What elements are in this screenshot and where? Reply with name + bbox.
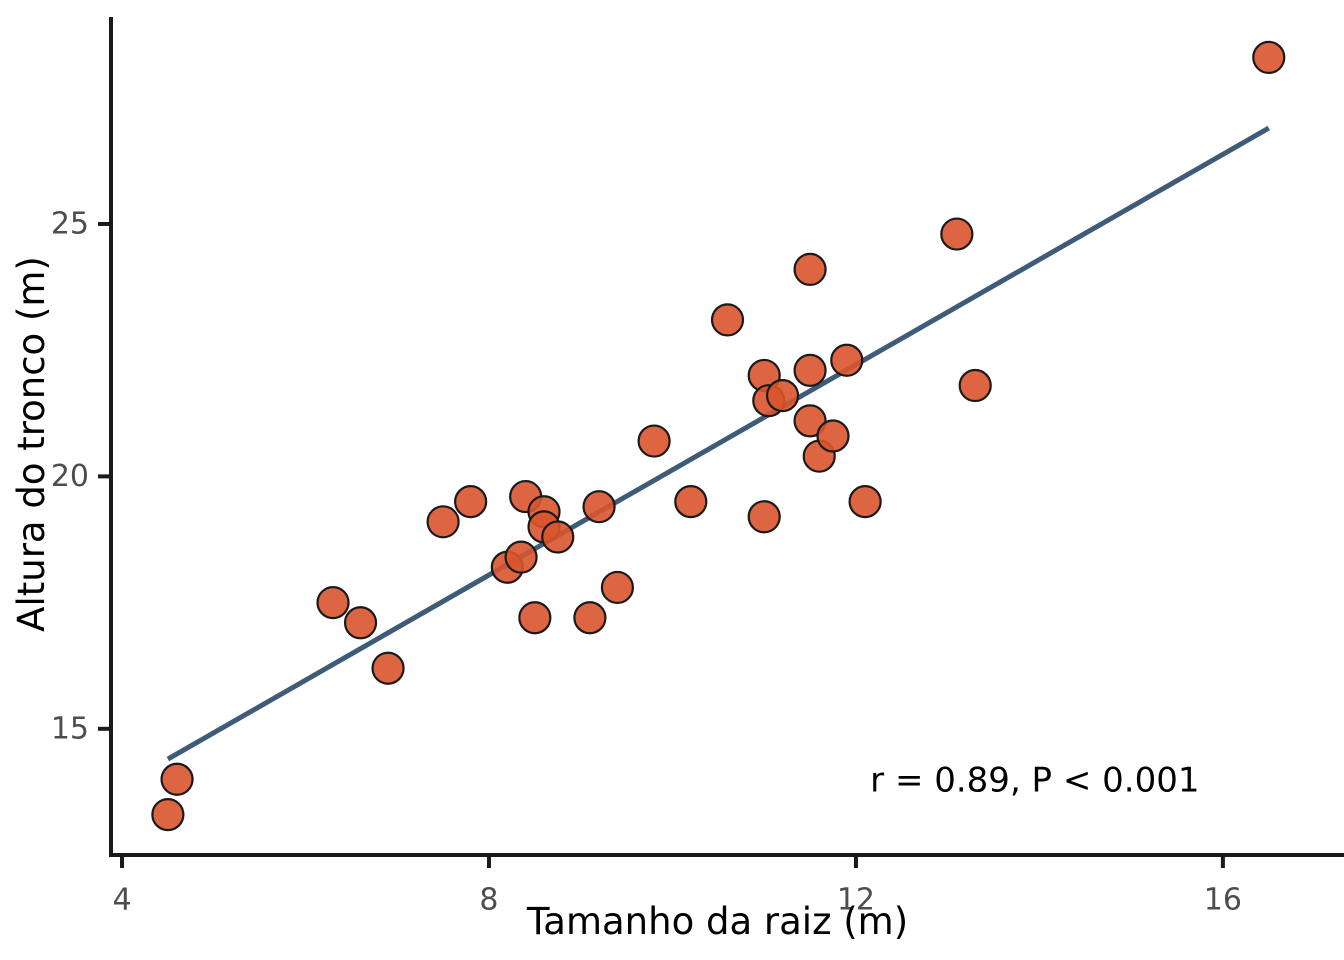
x-axis-title: Tamanho da raiz (m): [526, 900, 908, 943]
data-point: [793, 353, 827, 387]
data-point: [316, 585, 350, 620]
data-point: [747, 500, 781, 534]
axes-layer: 4 8 12 16 15 20 25: [51, 17, 1344, 918]
data-point: [518, 601, 552, 635]
data-point: [454, 485, 488, 519]
data-point: [958, 368, 992, 403]
labels-layer: Tamanho da raiz (m) Altura do tronco (m)…: [10, 256, 1200, 943]
data-point: [848, 485, 882, 519]
data-point: [541, 520, 575, 554]
y-axis-title: Altura do tronco (m): [10, 256, 53, 632]
data-point: [710, 303, 745, 337]
data-point: [371, 651, 405, 685]
data-point: [816, 419, 850, 453]
data-points-layer: [151, 40, 1286, 832]
data-point: [600, 570, 635, 605]
data-point: [793, 404, 827, 438]
y-tick-label: 15: [51, 711, 89, 746]
data-point: [637, 424, 671, 458]
y-tick-label: 20: [51, 459, 89, 494]
data-point: [940, 217, 974, 251]
data-point: [830, 343, 864, 377]
trend-line-layer: [166, 125, 1271, 762]
x-tick-label: 12: [837, 883, 875, 918]
y-tick-label: 25: [51, 206, 89, 241]
x-tick-label: 4: [112, 883, 131, 918]
x-tick-label: 16: [1204, 883, 1242, 918]
data-point: [1252, 40, 1286, 74]
data-point: [160, 762, 194, 796]
data-point: [504, 540, 538, 574]
data-point: [151, 798, 185, 832]
regression-line: [166, 125, 1271, 762]
data-point: [582, 490, 616, 524]
data-point: [573, 601, 607, 635]
data-point: [793, 252, 827, 287]
correlation-annotation: r = 0.89, P < 0.001: [870, 760, 1199, 800]
x-tick-label: 8: [479, 883, 498, 918]
data-point: [343, 606, 378, 640]
data-point: [674, 485, 708, 519]
data-point: [765, 379, 800, 413]
data-point: [426, 505, 460, 539]
